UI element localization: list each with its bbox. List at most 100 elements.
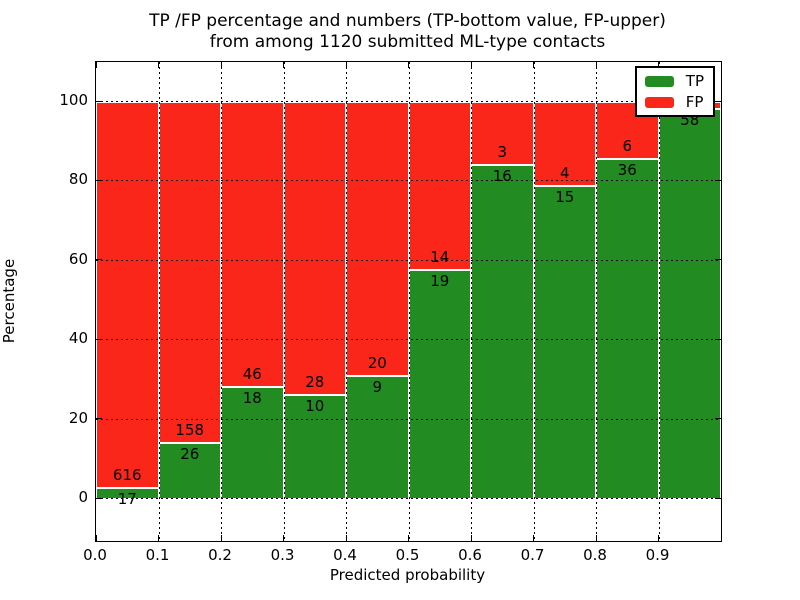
x-tick-bottom bbox=[408, 535, 410, 541]
bar-label-fp: 46 bbox=[242, 365, 262, 384]
bar-segment-tp bbox=[408, 269, 471, 498]
gridline-vertical bbox=[158, 62, 160, 541]
x-tick-top bbox=[158, 62, 160, 68]
bar-label-fp: 158 bbox=[175, 420, 205, 439]
x-tick-bottom bbox=[220, 535, 222, 541]
x-axis-label: Predicted probability bbox=[329, 566, 486, 584]
y-tick-right bbox=[715, 338, 721, 340]
bar-segment-tp bbox=[658, 107, 721, 498]
bar-label-tp: 9 bbox=[372, 377, 383, 396]
bar-label-fp: 20 bbox=[367, 353, 387, 372]
bar-label-tp: 36 bbox=[617, 160, 637, 179]
x-tick-bottom bbox=[595, 535, 597, 541]
bar-segment-fp bbox=[346, 101, 409, 375]
bar-label-fp: 4 bbox=[559, 163, 570, 182]
y-tick-label: 20 bbox=[68, 408, 88, 427]
x-tick-bottom bbox=[158, 535, 160, 541]
x-tick-top bbox=[533, 62, 535, 68]
x-tick-label: 0.8 bbox=[583, 546, 607, 564]
x-tick-top bbox=[595, 62, 597, 68]
y-tick-label: 40 bbox=[68, 329, 88, 348]
x-tick-label: 0.5 bbox=[395, 546, 420, 564]
gridline-vertical bbox=[408, 62, 410, 541]
legend-label-fp: FP bbox=[685, 93, 704, 111]
x-tick-label: 0.0 bbox=[83, 546, 107, 564]
gridline-vertical bbox=[221, 62, 222, 541]
bar-segment-tp bbox=[96, 487, 159, 498]
bar-label-tp: 17 bbox=[117, 490, 137, 509]
y-tick-left bbox=[96, 100, 102, 102]
legend-label-tp: TP bbox=[685, 72, 704, 90]
bar-segment-fp bbox=[158, 101, 221, 442]
gridline-vertical bbox=[346, 62, 347, 541]
plot-area: 616 17 158 26 46 18 28 10 20 9 14 19 3 16 4 15 6 36 58 TP … bbox=[95, 61, 722, 542]
bar-segment-fp bbox=[471, 101, 534, 164]
bar-segment-tp bbox=[471, 163, 534, 498]
y-tick-right bbox=[715, 259, 721, 261]
bar-label-fp: 28 bbox=[305, 372, 325, 391]
x-tick-top bbox=[283, 62, 285, 68]
y-axis-label: Percentage bbox=[0, 258, 18, 344]
y-tick-label: 0 bbox=[78, 488, 88, 506]
bar-segment-tp bbox=[283, 393, 346, 498]
legend-item-fp: FP bbox=[644, 93, 704, 111]
bar-label-fp: 616 bbox=[112, 466, 142, 485]
bar-segment-tp bbox=[596, 157, 659, 498]
y-tick-label: 60 bbox=[68, 249, 88, 268]
bar-segment-tp bbox=[346, 374, 409, 498]
x-tick-label: 0.2 bbox=[208, 546, 232, 564]
bar-label-fp: 14 bbox=[430, 248, 450, 267]
x-tick-label: 0.9 bbox=[645, 546, 670, 564]
x-tick-top bbox=[345, 62, 347, 68]
y-tick-left bbox=[96, 338, 102, 340]
chart-title-line2: from among 1120 submitted ML-type contac… bbox=[209, 32, 606, 52]
bar-label-tp: 26 bbox=[180, 444, 200, 463]
y-tick-right bbox=[715, 179, 721, 182]
x-tick-label: 0.6 bbox=[458, 546, 482, 564]
legend: TP FP bbox=[634, 66, 715, 117]
x-tick-label: 0.3 bbox=[270, 546, 295, 564]
bar-segment-tp bbox=[158, 441, 221, 498]
bar-segment-fp bbox=[283, 101, 346, 394]
gridline-vertical bbox=[596, 62, 597, 541]
x-tick-bottom bbox=[533, 535, 535, 541]
y-tick-right bbox=[715, 100, 721, 102]
bar-label-tp: 10 bbox=[305, 396, 325, 415]
bar-segment-fp bbox=[96, 101, 159, 488]
x-tick-top bbox=[95, 62, 97, 68]
y-tick-left bbox=[96, 179, 102, 182]
x-tick-bottom bbox=[470, 535, 472, 541]
bar-segment-tp bbox=[533, 184, 596, 498]
y-tick-left bbox=[96, 259, 102, 261]
bar-label-tp: 15 bbox=[555, 187, 575, 206]
x-tick-top bbox=[470, 62, 472, 68]
y-tick-right bbox=[715, 497, 721, 499]
x-tick-top bbox=[658, 62, 660, 68]
x-tick-top bbox=[408, 62, 410, 68]
bar-label-tp: 19 bbox=[430, 272, 450, 291]
legend-item-tp: TP bbox=[644, 72, 704, 90]
bar-label-fp: 3 bbox=[497, 142, 508, 161]
gridline-vertical bbox=[471, 62, 472, 541]
legend-swatch-fp bbox=[644, 96, 674, 108]
x-tick-label: 0.4 bbox=[333, 546, 357, 564]
gridline-vertical bbox=[658, 62, 660, 541]
gridline-vertical bbox=[283, 62, 285, 541]
x-tick-bottom bbox=[95, 535, 97, 541]
x-tick-bottom bbox=[283, 535, 285, 541]
x-tick-top bbox=[220, 62, 222, 68]
bar-segment-fp bbox=[221, 101, 284, 387]
legend-swatch-tp bbox=[644, 75, 674, 87]
x-tick-bottom bbox=[345, 535, 347, 541]
x-tick-label: 0.1 bbox=[145, 546, 170, 564]
x-tick-label: 0.7 bbox=[520, 546, 545, 564]
bar-label-tp: 16 bbox=[492, 166, 512, 185]
bar-segment-fp bbox=[408, 101, 471, 270]
y-tick-label: 80 bbox=[68, 170, 88, 189]
chart-title-line1: TP /FP percentage and numbers (TP-bottom… bbox=[149, 11, 666, 31]
y-tick-label: 100 bbox=[59, 91, 88, 109]
bar-label-fp: 6 bbox=[622, 136, 633, 155]
bar-label-tp: 18 bbox=[242, 389, 262, 408]
y-tick-right bbox=[715, 418, 721, 420]
